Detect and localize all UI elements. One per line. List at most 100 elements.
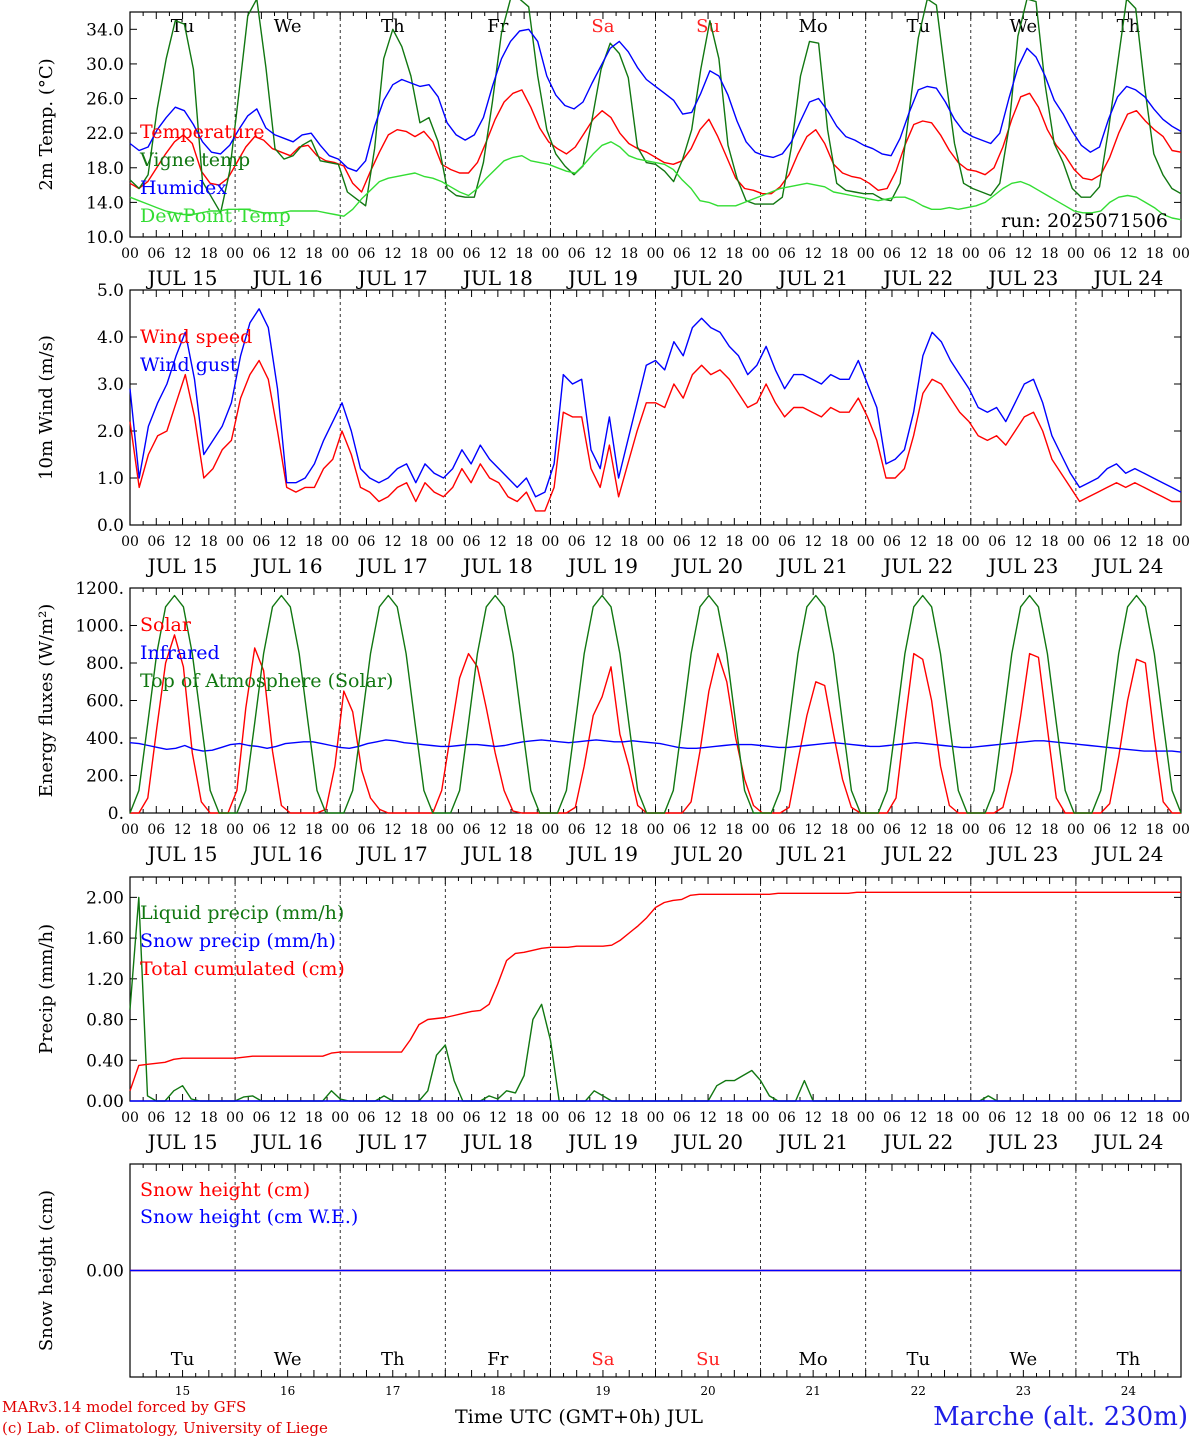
snow-day-abbr: We: [274, 1349, 302, 1370]
temperature-hour-label: 18: [725, 246, 743, 262]
precip-legend-entry: Snow precip (mm/h): [140, 930, 336, 952]
energy-hour-label: 12: [279, 822, 297, 838]
temperature-hour-label: 18: [515, 246, 533, 262]
wind-hour-label: 18: [515, 534, 533, 550]
temperature-series-dewpoint-temp: [129, 141, 1182, 221]
wind-series-wind-gust: [129, 308, 1182, 498]
precip-ylabel: Precip (mm/h): [36, 924, 57, 1054]
wind-hour-label: 18: [620, 534, 638, 550]
precip-hour-label: 06: [778, 1110, 796, 1126]
wind-date-label: JUL 17: [356, 554, 428, 578]
precip-ytick-label: 0.80: [86, 1011, 124, 1031]
temperature-hour-label: 12: [909, 246, 927, 262]
snow-day-number: 23: [1016, 1384, 1031, 1398]
precip-hour-label: 06: [147, 1110, 165, 1126]
precip-hour-label: 12: [174, 1110, 192, 1126]
wind-hour-label: 18: [831, 534, 849, 550]
energy-ytick-label: 800.: [86, 654, 124, 674]
precip-hour-label: 12: [384, 1110, 402, 1126]
energy-hour-label: 18: [1146, 822, 1164, 838]
wind-hour-label: 12: [384, 534, 402, 550]
wind-legend-entry: Wind gust: [140, 354, 238, 376]
energy-hour-label: 06: [1093, 822, 1111, 838]
wind-hour-label: 12: [699, 534, 717, 550]
day-abbr: Tu: [906, 16, 930, 37]
precip-hour-label: 18: [1041, 1110, 1059, 1126]
temperature-hour-label: 00: [121, 246, 139, 262]
precip-hour-label: 00: [1172, 1110, 1190, 1126]
energy-series-top-of-atmosphere-solar: [129, 594, 1182, 814]
energy-date-label: JUL 16: [251, 842, 323, 866]
precip-hour-label: 06: [988, 1110, 1006, 1126]
temperature-hour-label: 12: [699, 246, 717, 262]
energy-hour-label: 06: [252, 822, 270, 838]
precip-hour-label: 12: [594, 1110, 612, 1126]
snow-day-abbr: Th: [1117, 1349, 1141, 1370]
temperature-hour-label: 06: [778, 246, 796, 262]
precip-hour-label: 18: [515, 1110, 533, 1126]
day-abbr: We: [1010, 16, 1038, 37]
time-axis-label: Time UTC (GMT+0h) JUL: [455, 1406, 703, 1428]
precip-hour-label: 00: [857, 1110, 875, 1126]
wind-hour-label: 18: [305, 534, 323, 550]
precip-hour-label: 06: [358, 1110, 376, 1126]
snow-day-number: 15: [175, 1384, 190, 1398]
wind-hour-label: 00: [647, 534, 665, 550]
energy-date-label: JUL 23: [986, 842, 1058, 866]
wind-ytick-label: 5.0: [97, 281, 124, 301]
temperature-ylabel: 2m Temp. (°C): [36, 58, 57, 190]
temperature-hour-label: 18: [200, 246, 218, 262]
wind-hour-label: 12: [804, 534, 822, 550]
energy-legend-entry: Top of Atmosphere (Solar): [140, 670, 393, 692]
precip-hour-label: 12: [489, 1110, 507, 1126]
precip-hour-label: 06: [252, 1110, 270, 1126]
temperature-date-label: JUL 23: [986, 266, 1058, 290]
wind-hour-label: 00: [1067, 534, 1085, 550]
temperature-hour-label: 12: [594, 246, 612, 262]
energy-hour-label: 06: [147, 822, 165, 838]
temperature-hour-label: 00: [226, 246, 244, 262]
wind-hour-label: 12: [1014, 534, 1032, 550]
wind-date-label: JUL 16: [251, 554, 323, 578]
precip-ytick-label: 0.40: [86, 1051, 124, 1071]
temperature-hour-label: 12: [279, 246, 297, 262]
energy-legend-entry: Infrared: [140, 642, 220, 664]
station-title: Marche (alt. 230m): [933, 1402, 1188, 1432]
energy-hour-label: 00: [331, 822, 349, 838]
energy-ytick-label: 400.: [86, 729, 124, 749]
energy-hour-label: 12: [489, 822, 507, 838]
energy-hour-label: 12: [699, 822, 717, 838]
wind-ytick-label: 0.0: [97, 516, 124, 536]
energy-hour-label: 12: [384, 822, 402, 838]
wind-hour-label: 06: [778, 534, 796, 550]
temperature-hour-label: 06: [673, 246, 691, 262]
precip-hour-label: 00: [121, 1110, 139, 1126]
wind-date-label: JUL 20: [671, 554, 743, 578]
wind-hour-label: 06: [358, 534, 376, 550]
wind-hour-label: 00: [121, 534, 139, 550]
precip-hour-label: 00: [647, 1110, 665, 1126]
wind-hour-label: 06: [147, 534, 165, 550]
precip-ytick-label: 2.00: [86, 888, 124, 908]
precip-hour-label: 06: [1093, 1110, 1111, 1126]
snow-day-number: 16: [280, 1384, 295, 1398]
temperature-hour-label: 06: [147, 246, 165, 262]
temperature-series-vigne-temp: [129, 0, 1182, 214]
snow-legend-entry: Snow height (cm): [140, 1179, 310, 1201]
energy-date-label: JUL 18: [461, 842, 533, 866]
lab-credit: (c) Lab. of Climatology, University of L…: [2, 1419, 328, 1437]
precip-date-label: JUL 18: [461, 1130, 533, 1154]
wind-series-wind-speed: [129, 359, 1181, 512]
snow-day-number: 20: [700, 1384, 715, 1398]
energy-hour-label: 00: [121, 822, 139, 838]
snow-ylabel: Snow height (cm): [36, 1190, 57, 1351]
precip-hour-label: 00: [962, 1110, 980, 1126]
day-abbr: Sa: [591, 16, 614, 37]
snow-day-number: 21: [806, 1384, 821, 1398]
energy-hour-label: 18: [936, 822, 954, 838]
precip-hour-label: 00: [436, 1110, 454, 1126]
temperature-date-label: JUL 17: [356, 266, 428, 290]
energy-date-label: JUL 24: [1091, 842, 1163, 866]
temperature-hour-label: 00: [1067, 246, 1085, 262]
wind-hour-label: 06: [568, 534, 586, 550]
